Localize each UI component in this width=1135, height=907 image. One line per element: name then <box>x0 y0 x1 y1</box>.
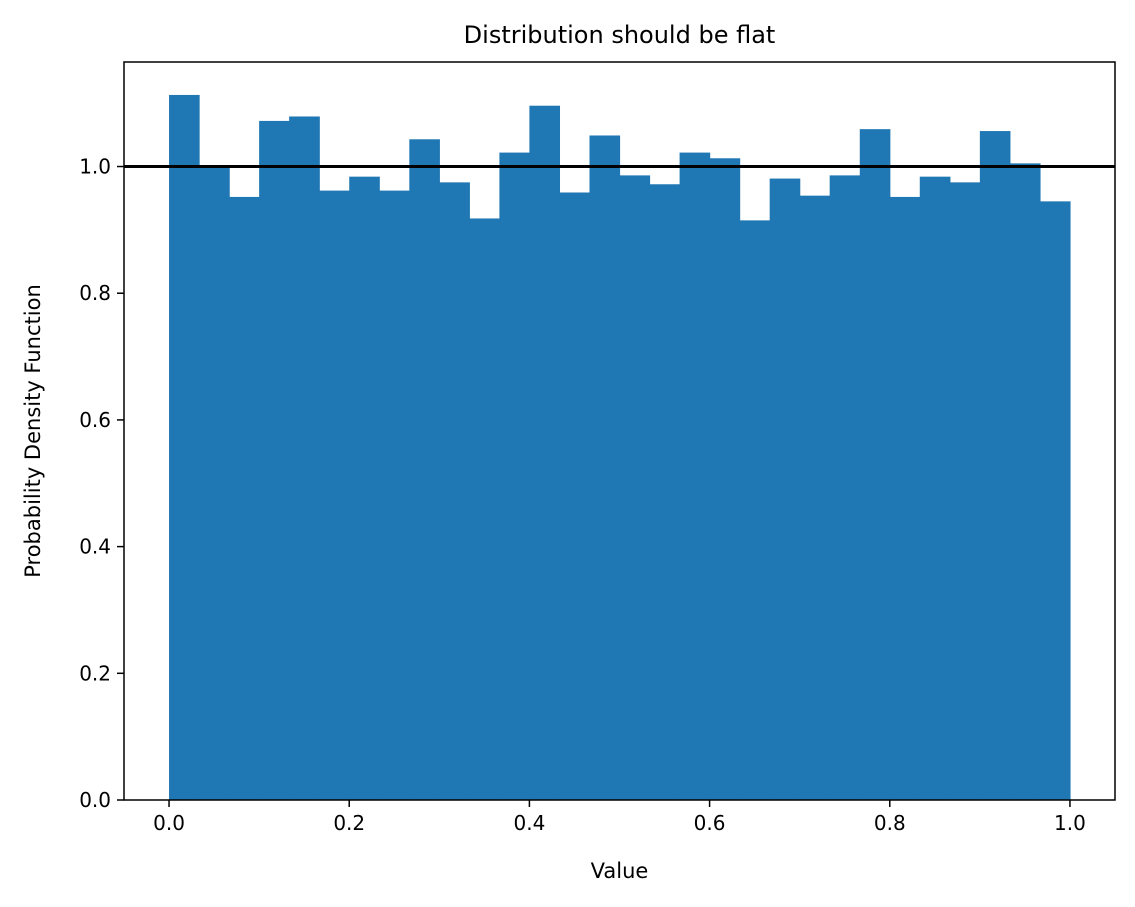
histogram-bar-12 <box>529 105 561 801</box>
histogram-bar-25 <box>919 176 951 800</box>
histogram-bar-22 <box>829 175 861 800</box>
y-tick-label: 0.4 <box>79 535 111 559</box>
histogram-bar-8 <box>409 139 440 800</box>
y-tick-label: 0.6 <box>79 408 111 432</box>
y-tick-label: 0.8 <box>79 281 111 305</box>
histogram-bar-23 <box>859 129 891 800</box>
x-tick-label: 0.2 <box>333 811 365 835</box>
histogram-bar-29 <box>1039 201 1071 800</box>
y-tick-label: 1.0 <box>79 155 111 179</box>
histogram-bar-6 <box>349 176 380 800</box>
histogram-bar-28 <box>1009 163 1041 801</box>
y-axis-label: Probability Density Function <box>21 284 45 578</box>
histogram-bars <box>169 94 1071 801</box>
histogram-bar-20 <box>769 178 801 800</box>
histogram-bar-7 <box>379 190 410 800</box>
histogram-bar-17 <box>679 152 711 800</box>
y-tick-label: 0.0 <box>79 788 111 812</box>
x-tick-label: 0.4 <box>514 811 546 835</box>
histogram-bar-14 <box>589 135 621 800</box>
x-tick-label: 0.8 <box>874 811 906 835</box>
x-tick-label: 1.0 <box>1054 811 1086 835</box>
x-tick-label: 0.0 <box>153 811 185 835</box>
histogram-bar-18 <box>709 158 741 801</box>
histogram-bar-24 <box>889 196 921 800</box>
histogram-bar-2 <box>229 196 260 800</box>
histogram-bar-3 <box>259 120 290 800</box>
histogram-bar-4 <box>289 116 320 800</box>
histogram-bar-26 <box>949 182 981 800</box>
x-axis-ticks: 0.0 0.2 0.4 0.6 0.8 1.0 <box>153 800 1086 835</box>
histogram-bar-11 <box>499 152 531 800</box>
histogram-bar-10 <box>469 218 501 800</box>
histogram-bar-27 <box>979 131 1011 800</box>
histogram-bar-0 <box>169 94 200 800</box>
chart-title: Distribution should be flat <box>464 21 776 49</box>
histogram-bar-13 <box>559 192 591 800</box>
histogram-bar-16 <box>649 184 681 801</box>
histogram-bar-15 <box>619 175 651 800</box>
histogram-bar-5 <box>319 190 350 800</box>
x-axis-label: Value <box>591 859 649 883</box>
y-tick-label: 0.2 <box>79 661 111 685</box>
histogram-bar-9 <box>439 182 470 800</box>
x-tick-label: 0.6 <box>694 811 726 835</box>
plot-frame <box>123 61 1116 801</box>
histogram-bar-19 <box>739 220 771 801</box>
y-axis-ticks: 0.0 0.2 0.4 0.6 0.8 1.0 <box>79 155 124 812</box>
histogram-bar-1 <box>199 166 230 800</box>
histogram-bar-21 <box>799 195 831 800</box>
